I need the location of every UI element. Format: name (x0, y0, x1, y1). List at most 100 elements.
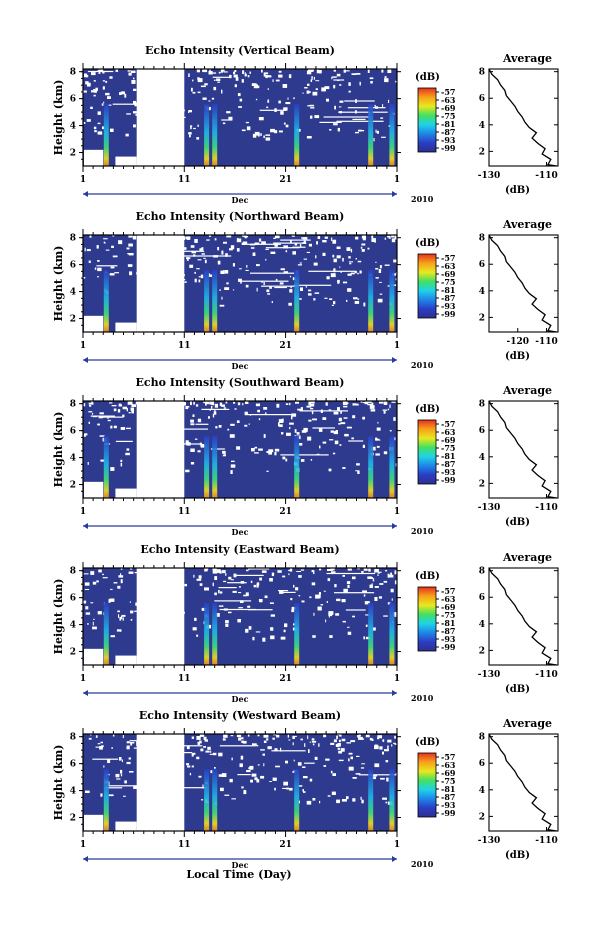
noise-patch (267, 88, 269, 90)
noise-patch (109, 402, 113, 404)
noise-patch (244, 235, 247, 239)
profile-x-tick-label: -110 (535, 171, 558, 181)
noise-patch (292, 742, 294, 746)
noise-patch (372, 235, 374, 239)
intense-echo-band (103, 436, 109, 498)
colorbar-tick-label: -93 (441, 301, 456, 311)
colorbar-tick-label: -87 (441, 127, 455, 137)
noise-patch (202, 784, 204, 788)
noise-patch (197, 78, 203, 83)
noise-patch (280, 111, 284, 115)
noise-patch (350, 248, 353, 253)
noise-patch (311, 570, 314, 573)
noise-patch (226, 282, 229, 285)
noise-patch (191, 87, 193, 92)
noise-patch (307, 83, 310, 86)
chart-panel: Echo Intensity (Southward Beam) 8 6 4 2 Heigh… (52, 376, 559, 537)
noise-patch (256, 287, 258, 292)
x-axis-label: Local Time (Day) (186, 868, 291, 881)
noise-streak (273, 242, 303, 244)
noise-patch (266, 106, 269, 109)
noise-patch (344, 70, 350, 72)
profile-y-tick-label: 4 (479, 121, 485, 131)
noise-streak (105, 787, 123, 789)
noise-patch (256, 264, 260, 267)
missing-region (84, 315, 104, 332)
profile-y-tick-label: 6 (479, 593, 485, 603)
noise-patch (263, 135, 265, 139)
month-span-arrow (83, 690, 88, 696)
data-gap (136, 734, 185, 831)
noise-patch (386, 777, 389, 782)
noise-patch (355, 403, 359, 406)
noise-streak (319, 121, 342, 123)
noise-patch (278, 74, 283, 78)
noise-patch (184, 281, 187, 283)
noise-patch (230, 735, 234, 737)
noise-patch (342, 257, 344, 262)
noise-patch (187, 765, 191, 768)
noise-patch (350, 272, 355, 275)
colorbar-tick-label: -57 (441, 253, 455, 263)
noise-patch (91, 90, 96, 93)
noise-patch (227, 428, 230, 431)
noise-patch (305, 285, 307, 288)
colorbar-unit: (dB) (415, 737, 440, 748)
noise-patch (84, 582, 90, 586)
noise-patch (355, 773, 361, 775)
noise-patch (228, 116, 233, 121)
noise-streak (274, 286, 287, 289)
noise-patch (197, 259, 202, 261)
noise-patch (198, 775, 202, 778)
noise-patch (211, 97, 215, 100)
noise-patch (382, 104, 384, 108)
month-span-arrow (392, 690, 397, 696)
noise-patch (131, 80, 136, 84)
noise-patch (334, 584, 337, 588)
intense-echo-band (368, 270, 374, 332)
noise-patch (379, 265, 382, 269)
noise-patch (130, 610, 134, 614)
noise-patch (312, 743, 315, 746)
noise-patch (338, 759, 344, 762)
intense-echo-band (204, 104, 210, 166)
noise-patch (393, 612, 398, 616)
noise-patch (372, 578, 375, 582)
noise-patch (258, 599, 263, 602)
noise-patch (233, 74, 238, 78)
noise-patch (128, 72, 132, 76)
noise-patch (364, 601, 370, 605)
noise-patch (269, 602, 274, 604)
noise-patch (352, 777, 357, 779)
noise-patch (298, 785, 303, 787)
noise-patch (201, 253, 205, 255)
noise-patch (375, 277, 379, 279)
noise-patch (376, 445, 380, 448)
noise-patch (91, 72, 96, 76)
noise-patch (231, 460, 235, 462)
noise-patch (384, 749, 389, 752)
noise-patch (333, 739, 337, 743)
noise-patch (212, 582, 214, 587)
month-label: Dec (232, 860, 249, 870)
noise-patch (221, 250, 224, 255)
noise-patch (379, 293, 383, 295)
noise-patch (357, 260, 362, 263)
noise-patch (125, 133, 129, 137)
noise-patch (99, 746, 103, 750)
noise-patch (222, 450, 225, 454)
noise-patch (191, 765, 194, 768)
noise-patch (220, 787, 224, 792)
noise-patch (343, 69, 346, 73)
noise-patch (306, 90, 310, 94)
noise-patch (192, 414, 195, 417)
noise-patch (216, 78, 221, 81)
noise-patch (303, 776, 308, 779)
noise-patch (383, 410, 386, 414)
noise-patch (286, 432, 291, 436)
noise-patch (248, 767, 251, 770)
noise-patch (315, 255, 317, 259)
noise-patch (329, 129, 332, 131)
noise-patch (87, 623, 89, 625)
noise-patch (377, 421, 379, 424)
